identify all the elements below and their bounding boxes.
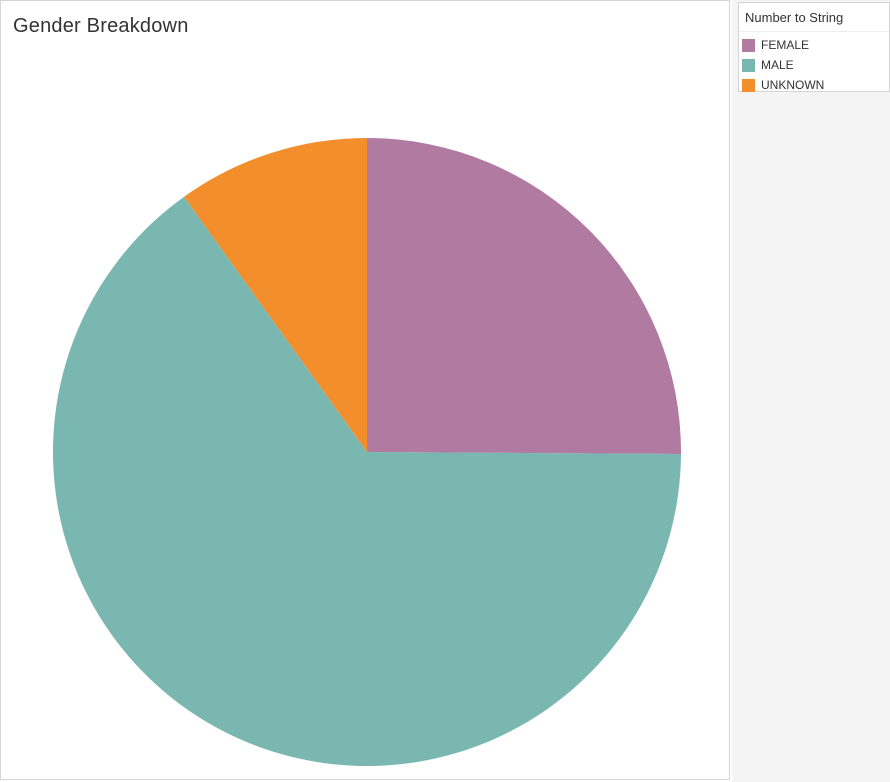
pie-slice-unknown[interactable] [184, 138, 367, 452]
legend-item-female[interactable]: FEMALE [742, 35, 824, 55]
pie-chart[interactable] [1, 1, 731, 781]
legend-item-unknown[interactable]: UNKNOWN [742, 75, 824, 95]
legend-item-male[interactable]: MALE [742, 55, 824, 75]
legend-label-male: MALE [761, 58, 794, 72]
legend-divider [739, 31, 889, 32]
legend-title: Number to String [745, 10, 844, 25]
pie-slice-female[interactable] [367, 138, 681, 454]
worksheet-pane: Gender Breakdown [0, 0, 730, 780]
legend-label-female: FEMALE [761, 38, 810, 52]
color-legend[interactable]: Number to String FEMALE MALE UNKNOWN [738, 2, 890, 92]
legend-swatch-male [742, 58, 755, 72]
legend-items: FEMALE MALE UNKNOWN [742, 35, 824, 95]
legend-swatch-unknown [742, 78, 755, 92]
legend-swatch-female [742, 38, 755, 52]
legend-label-unknown: UNKNOWN [761, 78, 825, 92]
pie-slice-male[interactable] [53, 196, 681, 767]
chart-title: Gender Breakdown [13, 15, 189, 37]
side-panel [732, 0, 890, 782]
